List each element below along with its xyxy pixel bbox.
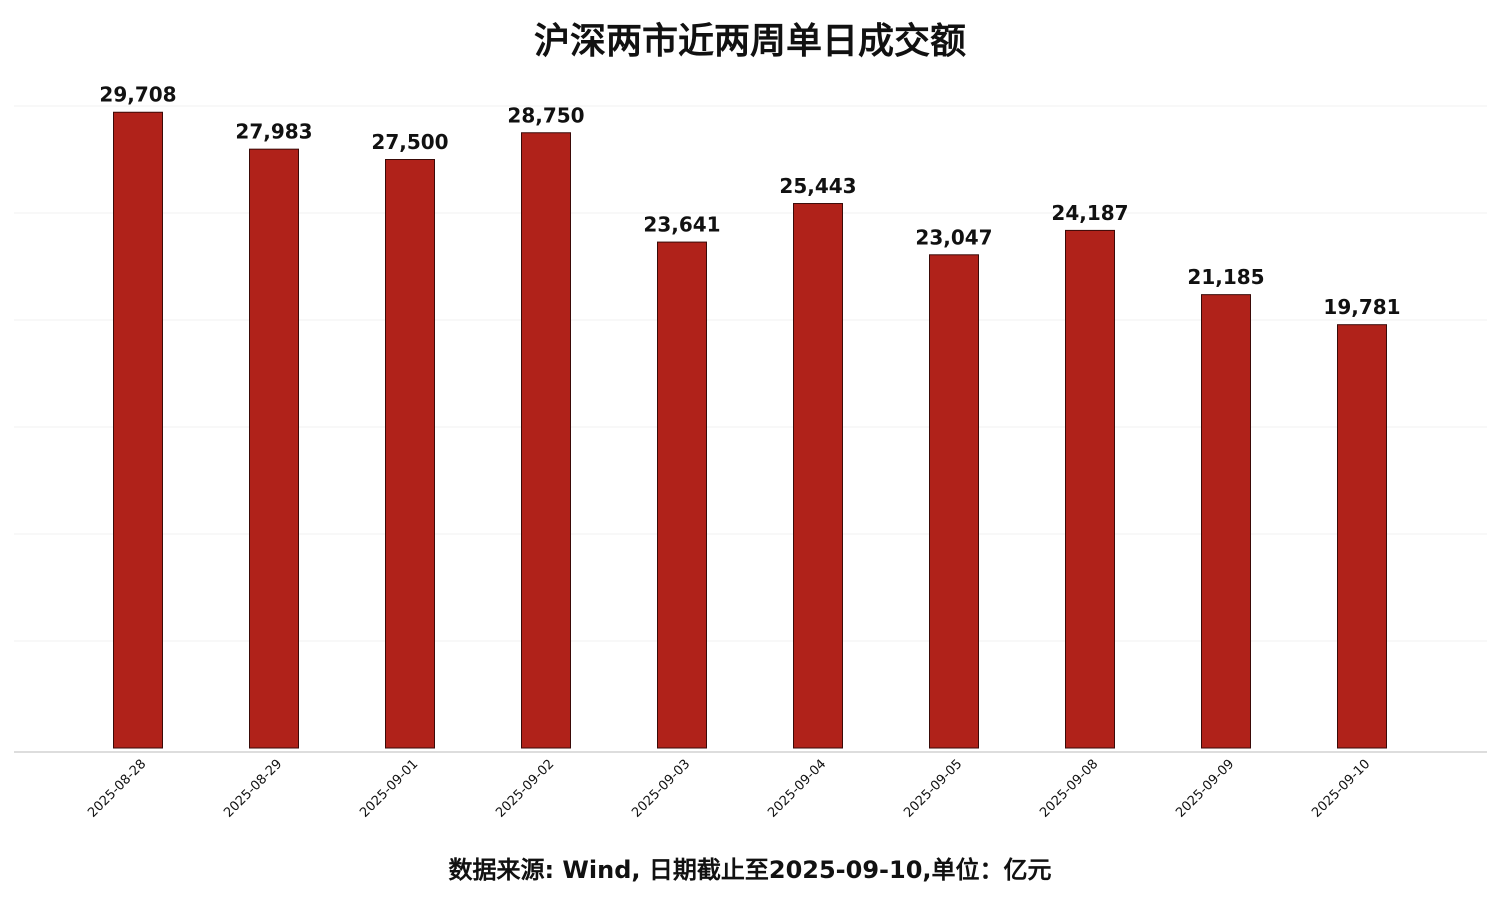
value-label: 25,443 — [779, 174, 856, 198]
x-tick-label: 2025-09-02 — [493, 757, 557, 821]
x-tick-label: 2025-09-08 — [1037, 757, 1101, 821]
x-tick-label: 2025-09-04 — [765, 757, 829, 821]
value-label: 21,185 — [1187, 265, 1264, 289]
value-label: 27,983 — [235, 120, 312, 144]
bar — [929, 254, 979, 749]
bar — [521, 132, 571, 749]
x-tick-label: 2025-08-28 — [85, 757, 149, 821]
value-label: 23,047 — [915, 225, 992, 249]
x-tick-label: 2025-09-05 — [901, 757, 965, 821]
x-tick-label: 2025-09-03 — [629, 757, 693, 821]
value-label: 23,641 — [643, 213, 720, 237]
bar — [1065, 229, 1115, 749]
value-label: 19,781 — [1323, 295, 1400, 319]
bar — [793, 203, 843, 749]
bar — [1201, 294, 1251, 749]
bar — [1337, 324, 1387, 749]
value-label: 27,500 — [371, 130, 448, 154]
x-tick-label: 2025-09-09 — [1173, 757, 1237, 821]
bar — [113, 111, 163, 749]
value-label: 24,187 — [1051, 201, 1128, 225]
chart-title: 沪深两市近两周单日成交额 — [534, 20, 966, 62]
x-tick-label: 2025-08-29 — [221, 757, 285, 821]
source-note: 数据来源: Wind, 日期截止至2025-09-10,单位：亿元 — [448, 856, 1051, 884]
value-label: 29,708 — [99, 83, 176, 107]
bar — [657, 241, 707, 749]
bar — [249, 148, 299, 749]
value-label: 28,750 — [507, 103, 584, 127]
x-tick-label: 2025-09-01 — [357, 757, 421, 821]
bar — [385, 159, 435, 749]
x-tick-label: 2025-09-10 — [1309, 757, 1373, 821]
